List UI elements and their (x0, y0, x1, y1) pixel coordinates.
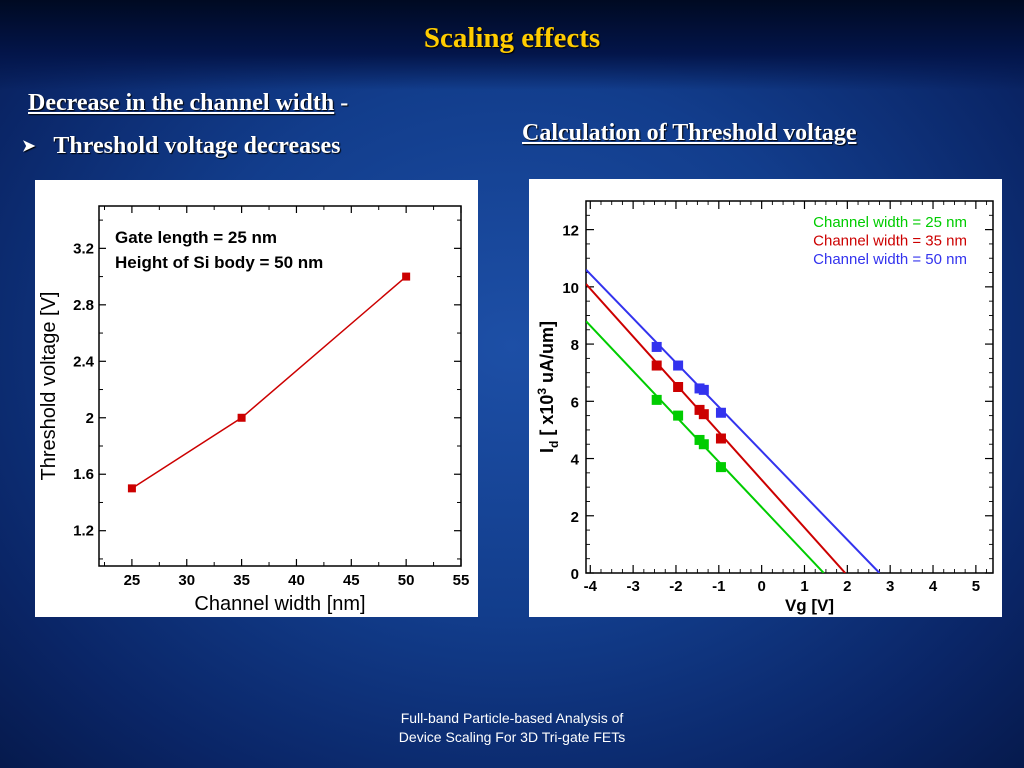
footer-line-1: Full-band Particle-based Analysis of (400, 710, 624, 726)
x-tick-label: 1 (800, 578, 808, 595)
x-tick-label: 55 (453, 572, 470, 589)
x-axis-label: Channel width [nm] (194, 593, 365, 615)
y-axis-label-sup: 3 (535, 388, 549, 395)
data-point (715, 407, 726, 418)
plot-frame (98, 205, 462, 567)
data-point (715, 433, 726, 444)
bullet-threshold: ➤ Threshold voltage decreases (22, 133, 341, 160)
y-tick-label: 2.4 (73, 353, 95, 370)
y-tick-label: 4 (571, 452, 580, 469)
x-tick-label: 2 (843, 578, 851, 595)
y-tick-label: 2 (571, 509, 579, 526)
y-tick-label: 2 (86, 410, 94, 427)
x-tick-label: 50 (398, 572, 415, 589)
y-tick-label: 6 (571, 394, 579, 411)
bullet-threshold-text: Threshold voltage decreases (53, 133, 341, 159)
y-tick-label: 3.2 (73, 240, 94, 257)
data-point (673, 382, 684, 392)
heading-channel-width: Decrease in the channel width - (28, 90, 348, 117)
bullet-arrow-icon: ➤ (22, 138, 36, 155)
data-point (673, 360, 684, 371)
threshold-data-point (127, 484, 136, 493)
y-axis-label-end: uA/um] (537, 321, 557, 388)
slide-title: Scaling effects (423, 22, 601, 54)
y-tick-label: 0 (571, 566, 579, 583)
legend-entry: Channel width = 35 nm (813, 233, 967, 250)
x-tick-label: 40 (288, 572, 305, 589)
title-band (0, 0, 1024, 90)
threshold-data-point (402, 272, 411, 281)
x-tick-label: 4 (929, 578, 938, 595)
threshold-data-point (237, 413, 246, 422)
data-point (698, 409, 709, 420)
heading-threshold-calculation: Calculation of Threshold voltage (522, 120, 857, 146)
x-tick-label: 45 (343, 572, 360, 589)
y-tick-label: 12 (562, 223, 579, 240)
annotation-gate-length: Gate length = 25 nm (115, 228, 277, 247)
data-point (673, 410, 684, 421)
y-axis-label: Id [ x103 uA/um] (535, 321, 561, 453)
x-tick-label: 5 (972, 578, 980, 595)
legend-entry: Channel width = 50 nm (813, 251, 967, 268)
plot-area (586, 268, 881, 573)
x-tick-label: 30 (178, 572, 195, 589)
data-point (651, 360, 662, 371)
x-tick-label: 35 (233, 572, 250, 589)
footer: Full-band Particle-based Analysis of Dev… (312, 709, 712, 747)
x-tick-label: -2 (669, 578, 682, 595)
fit-line (586, 268, 881, 573)
x-tick-label: -4 (584, 578, 598, 595)
y-tick-label: 1.6 (73, 466, 94, 483)
x-tick-label: 3 (886, 578, 894, 595)
x-tick-label: -1 (712, 578, 725, 595)
x-axis-label: Vg [V] (785, 596, 834, 615)
x-tick-label: -3 (626, 578, 639, 595)
data-point (651, 394, 662, 405)
annotation-si-height: Height of Si body = 50 nm (115, 253, 323, 272)
legend-entry: Channel width = 25 nm (813, 214, 967, 231)
y-axis-label-mid: [ x10 (537, 395, 557, 441)
y-tick-label: 8 (571, 337, 579, 354)
threshold-voltage-chart-svg: 25 30 35 40 45 50 55 1.2 1.6 2 2.4 2.8 3.2 Channel wi… (38, 205, 470, 615)
footer-line-2: Device Scaling For 3D Tri-gate FETs (398, 729, 626, 745)
threshold-series-line (131, 276, 407, 489)
x-tick-label: 0 (757, 578, 765, 595)
heading-channel-width-text: Decrease in the channel width (28, 90, 335, 116)
y-axis-label: Threshold voltage [V] (38, 292, 60, 481)
heading-channel-width-suffix: - (334, 90, 349, 116)
y-axis-label-main: I (537, 448, 557, 453)
data-point (715, 462, 726, 473)
y-tick-label: 1.2 (73, 523, 94, 540)
y-axis-label-sub: d (547, 441, 561, 448)
threshold-voltage-chart: 25 30 35 40 45 50 55 1.2 1.6 2 2.4 2.8 3.2 Channel wi… (35, 180, 478, 617)
drain-current-chart: -4 -3 -2 -1 0 1 2 3 4 5 0 2 4 6 8 10 12 Vg [V] Id [ x103 u… (529, 179, 1002, 617)
y-tick-label: 2.8 (73, 297, 94, 314)
data-point (698, 439, 709, 450)
data-point (651, 341, 662, 352)
x-tick-label: 25 (124, 572, 141, 589)
fit-line (586, 283, 846, 573)
data-point (698, 384, 709, 395)
y-tick-label: 10 (562, 280, 579, 297)
